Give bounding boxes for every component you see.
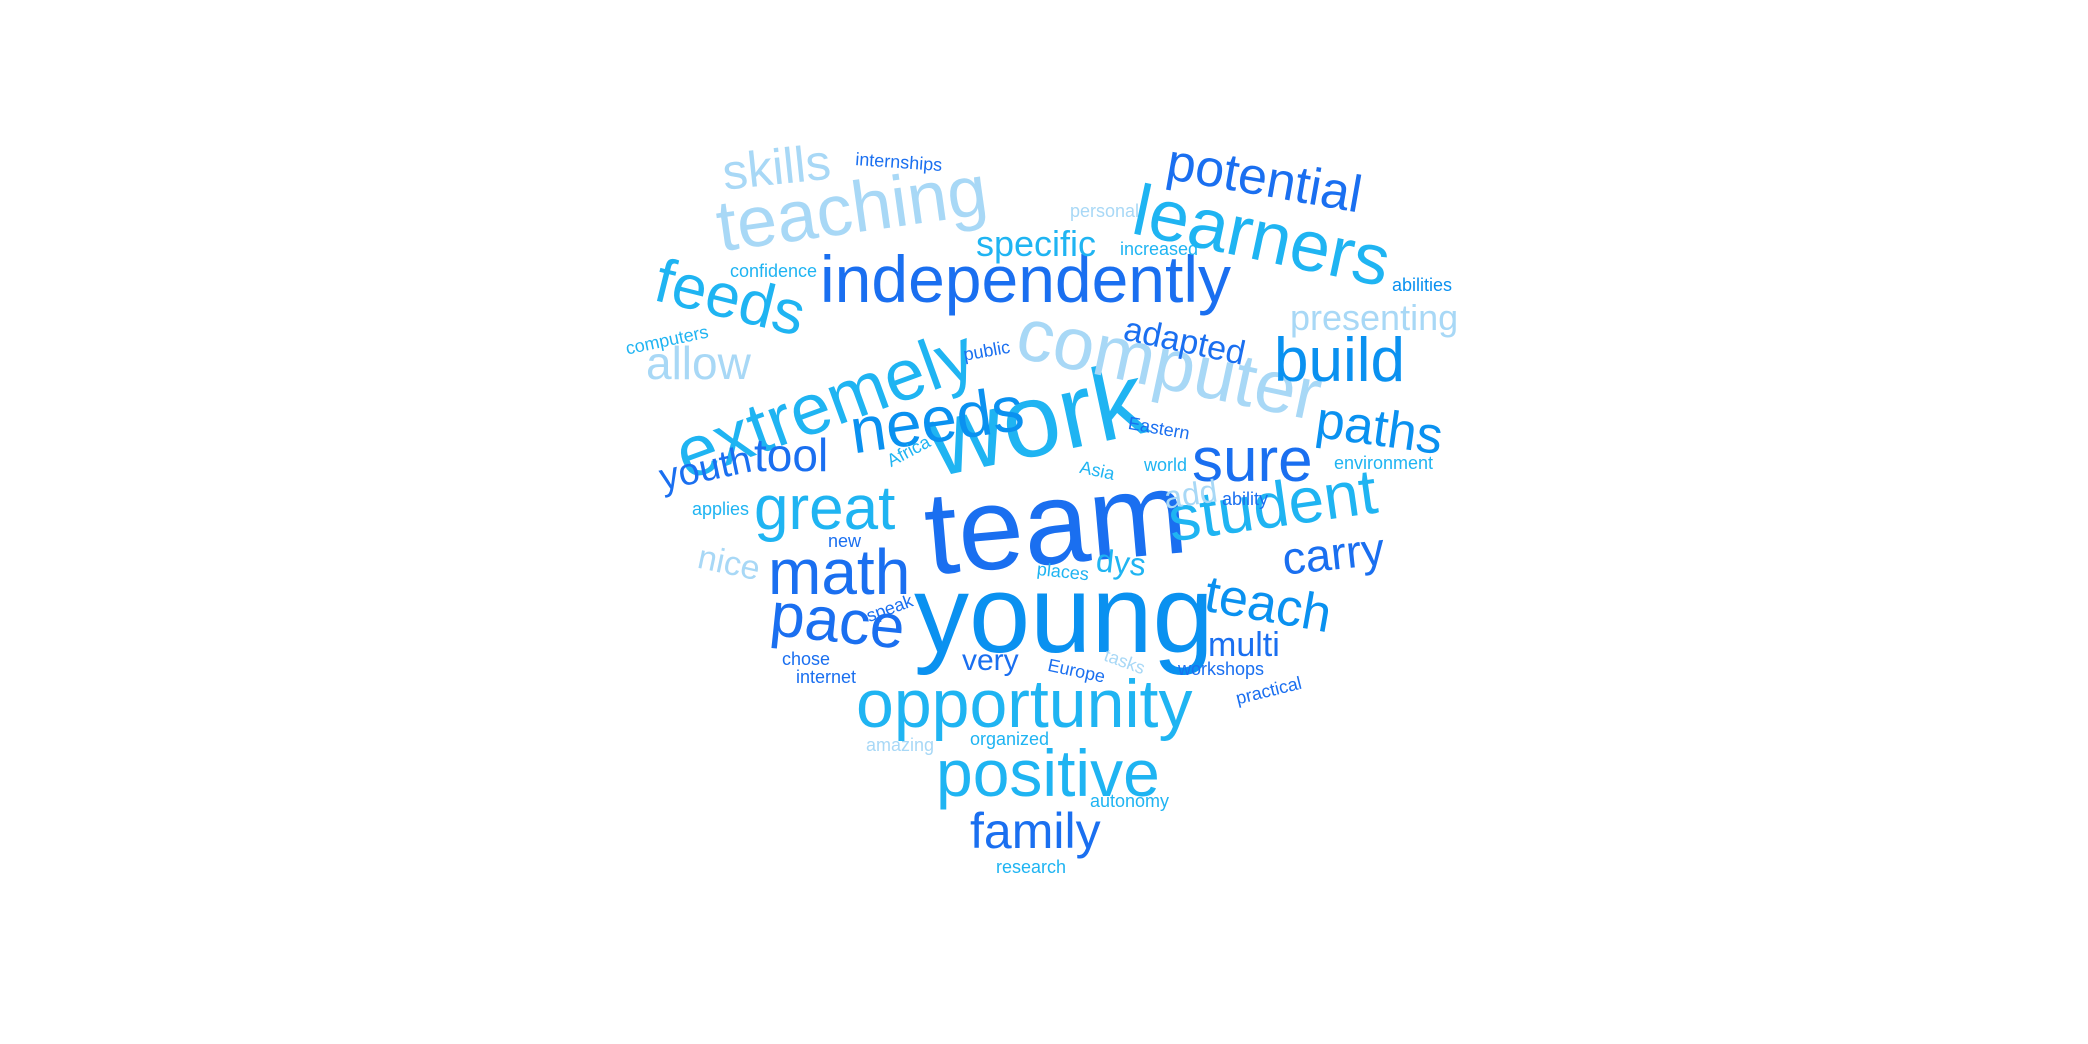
word-carry: carry	[1279, 522, 1387, 585]
word-opportunity: opportunity	[856, 666, 1193, 742]
word-young: young	[914, 553, 1214, 676]
word-organized: organized	[970, 729, 1050, 749]
word-world: world	[1144, 455, 1188, 475]
word-places: places	[1036, 559, 1090, 585]
word-amazing: amazing	[866, 735, 935, 755]
word-confidence: confidence	[730, 261, 818, 281]
word-ability: ability	[1222, 489, 1269, 509]
word-family: family	[970, 803, 1101, 859]
word-youth: youth	[655, 438, 756, 500]
word-dys: dys	[1094, 542, 1148, 584]
word-research: research	[996, 857, 1067, 877]
word-specific: specific	[976, 223, 1097, 264]
word-public: public	[961, 336, 1012, 365]
word-applies: applies	[692, 499, 750, 519]
word-workshops: workshops	[1178, 659, 1265, 679]
word-skills: skills	[719, 133, 834, 201]
word-presenting: presenting	[1290, 297, 1459, 338]
word-tool: tool	[754, 429, 829, 481]
word-multi: multi	[1208, 626, 1280, 664]
word-very: very	[962, 644, 1019, 677]
word-increased: increased	[1120, 239, 1199, 259]
word-build: build	[1274, 326, 1405, 395]
word-positive: positive	[936, 736, 1160, 810]
word-sure: sure	[1192, 426, 1313, 495]
word-great: great	[754, 474, 896, 543]
word-autonomy: autonomy	[1090, 791, 1170, 811]
word-nice: nice	[694, 538, 764, 589]
word-math: math	[768, 536, 911, 608]
word-add: add	[1161, 472, 1220, 516]
word-personal: personal	[1070, 201, 1140, 221]
word-independently: independently	[820, 242, 1232, 316]
word-internet: internet	[796, 667, 857, 687]
word-allow: allow	[646, 337, 751, 389]
word-environment: environment	[1334, 453, 1434, 473]
word-chose: chose	[782, 649, 831, 669]
word-new: new	[828, 531, 862, 551]
word-abilities: abilities	[1392, 275, 1453, 295]
